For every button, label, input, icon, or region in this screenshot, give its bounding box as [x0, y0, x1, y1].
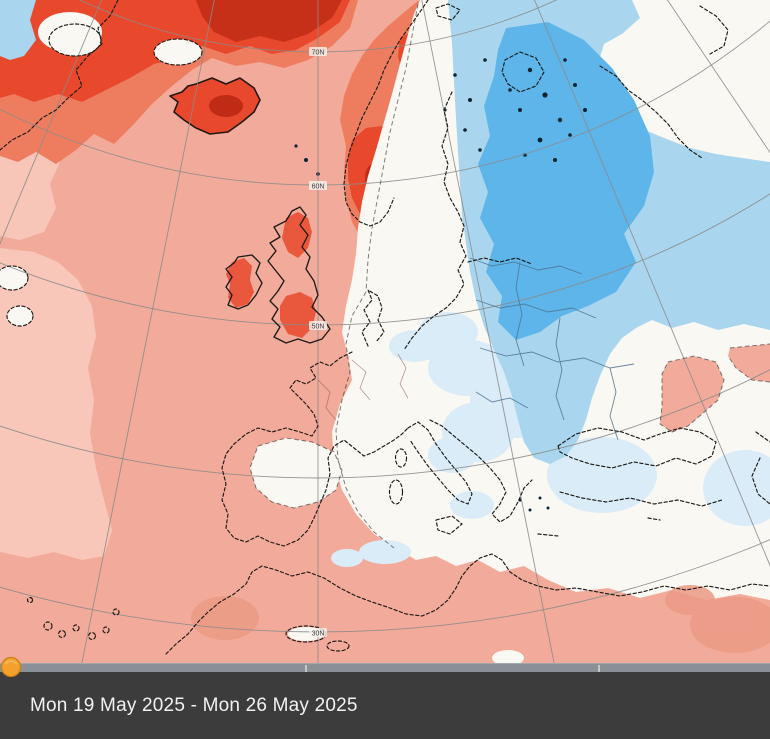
iceland-core [209, 95, 243, 117]
wales-anomaly-patch [280, 292, 316, 338]
graticule-labels: 70N 60N 50N 30N [309, 47, 327, 638]
novaya-zemlya-coast [699, 5, 729, 55]
atlas-warm-patch [191, 596, 259, 640]
svg-text:70N: 70N [312, 50, 325, 57]
ireland-coast [225, 254, 263, 310]
gulf-of-finland-coast [467, 257, 533, 265]
crete [537, 533, 559, 537]
canary-island [43, 621, 53, 631]
slider-tick [305, 665, 307, 672]
borders-west [317, 353, 409, 421]
black-sea-coast [557, 427, 717, 469]
anomaly-contours [249, 3, 770, 549]
sardinia [388, 479, 404, 505]
caption-bar: Mon 19 May 2025 - Mon 26 May 2025 [0, 672, 770, 739]
map-area: 70N 60N 50N 30N [0, 0, 770, 663]
caspian-coast [751, 431, 770, 505]
canary-island [88, 632, 96, 640]
date-range-label: Mon 19 May 2025 - Mon 26 May 2025 [30, 694, 358, 716]
ireland-anomaly-patch [226, 258, 254, 308]
norway-coast [343, 0, 429, 227]
canary-island [58, 630, 66, 638]
baltic-coast [403, 91, 467, 351]
azores [26, 596, 34, 604]
libya-warm-patch [690, 597, 770, 653]
slider-tick [598, 665, 600, 672]
scotland-anomaly-patch [282, 212, 312, 258]
sicily-coast [435, 515, 463, 535]
denmark-coast [361, 289, 385, 347]
adriatic-greece-coast [429, 419, 533, 523]
svg-text:60N: 60N [312, 184, 325, 191]
warm-deepwash-zones [191, 585, 770, 653]
canary-island [102, 626, 110, 634]
italy-coast [407, 421, 473, 505]
cyprus [647, 517, 661, 521]
greenland-coast [0, 0, 119, 151]
chott-outline [326, 640, 350, 652]
arctic-russia-coast [599, 65, 703, 159]
corsica [394, 448, 408, 468]
great-britain-coast [267, 206, 331, 344]
lat-label-50n: 50N [309, 321, 327, 331]
borders-east [469, 257, 635, 441]
north-africa-coast [165, 553, 770, 655]
slider-track[interactable] [0, 663, 770, 672]
anomaly-map: 70N 60N 50N 30N [0, 0, 770, 663]
white-sea-coast [501, 51, 545, 93]
lake-specks [294, 58, 587, 512]
coastlines-solid [225, 206, 331, 344]
lat-label-30n: 30N [309, 628, 327, 638]
top-left-cool-corner [0, 0, 36, 60]
timeline-slider[interactable] [0, 663, 770, 672]
lat-label-70n: 70N [309, 47, 327, 57]
madeira [112, 608, 120, 616]
warm-patches-on-neutral [660, 344, 770, 432]
lat-label-60n: 60N [309, 181, 327, 191]
iberia-neutral-blob [250, 438, 342, 508]
pontic-warm-patch-2 [728, 344, 770, 382]
pontic-warm-patch [660, 356, 724, 432]
slider-handle-highlight [4, 660, 18, 665]
svg-text:30N: 30N [312, 631, 325, 638]
turkey-south-coast [559, 491, 723, 507]
svg-text:50N: 50N [312, 324, 325, 331]
coastlines-dashed [0, 0, 770, 655]
slider-handle[interactable] [0, 656, 22, 678]
canary-island [72, 624, 80, 632]
